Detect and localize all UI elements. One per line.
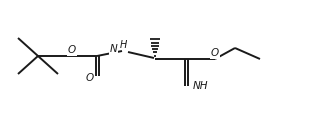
Text: O: O [86, 73, 94, 83]
Text: H: H [119, 40, 127, 50]
Text: NH: NH [193, 81, 209, 91]
Text: N: N [109, 44, 117, 54]
Text: O: O [68, 45, 76, 55]
Text: O: O [211, 48, 219, 58]
